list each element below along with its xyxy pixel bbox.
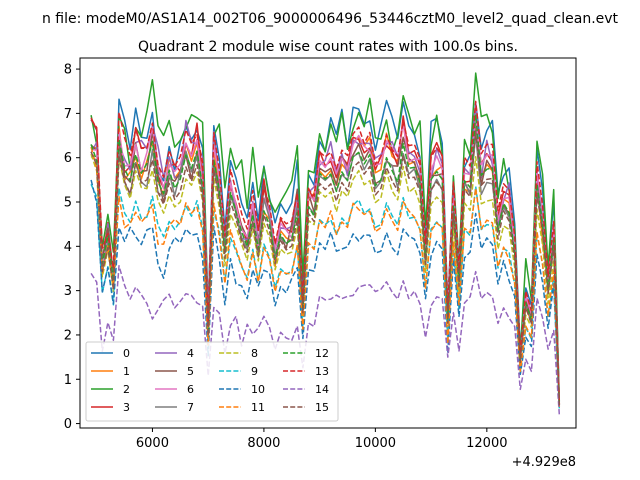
legend-label-4: 4 xyxy=(187,347,194,360)
series-line-2 xyxy=(90,72,561,402)
y-tick-label: 6 xyxy=(64,151,72,166)
legend-label-14: 14 xyxy=(315,383,329,396)
legend-label-2: 2 xyxy=(123,383,130,396)
series-line-6 xyxy=(90,119,561,405)
x-tick-label: 12000 xyxy=(466,436,507,451)
figure-suptitle: n file: modeM0/AS1A14_002T06_9000006496_… xyxy=(42,11,619,27)
legend-label-13: 13 xyxy=(315,365,329,378)
plot-frame xyxy=(79,57,577,429)
legend-label-3: 3 xyxy=(123,401,130,414)
x-offset-label: +4.929e8 xyxy=(512,455,576,470)
y-tick-label: 2 xyxy=(64,328,72,343)
y-tick-label: 3 xyxy=(64,284,72,299)
series-line-15 xyxy=(90,130,561,406)
legend-label-15: 15 xyxy=(315,401,329,414)
x-tick-label: 6000 xyxy=(136,436,169,451)
series-line-14 xyxy=(90,265,561,415)
legend-label-1: 1 xyxy=(123,365,130,378)
chart-title: Quadrant 2 module wise count rates with … xyxy=(138,39,518,55)
y-tick-label: 0 xyxy=(64,417,72,432)
legend-box xyxy=(85,341,339,422)
series-line-13 xyxy=(90,100,561,404)
legend-label-9: 9 xyxy=(251,365,258,378)
series-lines xyxy=(90,72,561,415)
legend-label-10: 10 xyxy=(251,383,265,396)
legend-label-7: 7 xyxy=(187,401,194,414)
series-line-10 xyxy=(90,179,561,409)
series-line-11 xyxy=(90,146,561,408)
y-tick-label: 4 xyxy=(64,240,72,255)
series-line-12 xyxy=(90,114,561,405)
legend-label-0: 0 xyxy=(123,347,130,360)
legend-label-12: 12 xyxy=(315,347,329,360)
y-tick-label: 1 xyxy=(64,373,72,388)
legend-label-5: 5 xyxy=(187,365,194,378)
y-tick-label: 7 xyxy=(64,107,72,122)
legend-label-8: 8 xyxy=(251,347,258,360)
y-tick-label: 8 xyxy=(64,63,72,78)
series-line-8 xyxy=(90,153,561,408)
x-tick-label: 8000 xyxy=(247,436,280,451)
legend-label-6: 6 xyxy=(187,383,194,396)
y-tick-label: 5 xyxy=(64,196,72,211)
legend-label-11: 11 xyxy=(251,401,265,414)
x-tick-label: 10000 xyxy=(355,436,396,451)
